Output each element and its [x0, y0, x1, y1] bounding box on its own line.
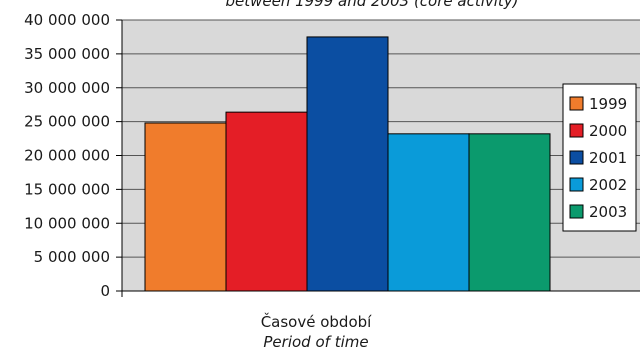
legend: 1999 2000 2001 2002 2003 [562, 83, 637, 232]
y-tick-label: 40 000 000 [24, 11, 110, 29]
legend-label: 2002 [589, 176, 627, 194]
legend-swatch [569, 150, 584, 165]
legend-swatch [569, 96, 584, 111]
legend-swatch [569, 204, 584, 219]
legend-label: 1999 [589, 95, 627, 113]
y-tick-label: 20 000 000 [24, 147, 110, 165]
x-axis-label: Časové období [261, 312, 372, 331]
bar-1999 [144, 122, 227, 292]
y-tick-label: 25 000 000 [24, 113, 110, 131]
legend-swatch [569, 177, 584, 192]
legend-label: 2001 [589, 149, 627, 167]
chart-title: between 1999 and 2003 (core activity) [225, 0, 518, 10]
bar-2002 [387, 133, 470, 292]
bars [144, 36, 551, 292]
y-tick-label: 10 000 000 [24, 214, 110, 232]
y-tick-label: 30 000 000 [24, 79, 110, 97]
y-axis: 0 5 000 000 10 000 000 15 000 000 20 000 000… [24, 11, 640, 300]
y-tick-label: 35 000 000 [24, 45, 110, 63]
legend-swatch [569, 123, 584, 138]
y-tick-label: 5 000 000 [34, 248, 110, 266]
y-tick-label: 15 000 000 [24, 180, 110, 198]
x-axis-label-secondary: Period of time [263, 333, 368, 351]
bar-2000 [225, 111, 308, 292]
bar-2003 [468, 133, 551, 292]
legend-label: 2000 [589, 122, 627, 140]
legend-label: 2003 [589, 203, 627, 221]
bar-2001 [306, 36, 389, 292]
y-tick-label: 0 [100, 282, 110, 300]
